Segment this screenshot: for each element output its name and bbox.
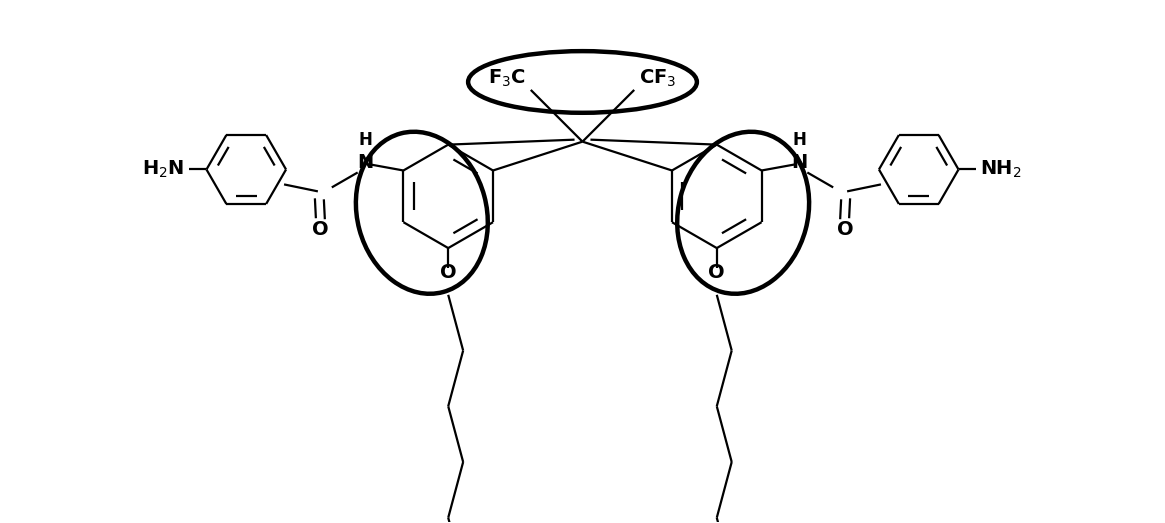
Text: H: H bbox=[359, 131, 373, 149]
Text: O: O bbox=[311, 220, 329, 238]
Text: O: O bbox=[440, 264, 457, 282]
Text: NH$_2$: NH$_2$ bbox=[981, 159, 1022, 180]
Text: O: O bbox=[836, 220, 854, 238]
Text: O: O bbox=[708, 264, 725, 282]
Text: F$_3$C: F$_3$C bbox=[488, 67, 525, 88]
Text: CF$_3$: CF$_3$ bbox=[640, 67, 677, 88]
Text: H$_2$N: H$_2$N bbox=[142, 159, 184, 180]
Text: N: N bbox=[791, 153, 807, 172]
Text: N: N bbox=[358, 153, 374, 172]
Text: H: H bbox=[792, 131, 806, 149]
